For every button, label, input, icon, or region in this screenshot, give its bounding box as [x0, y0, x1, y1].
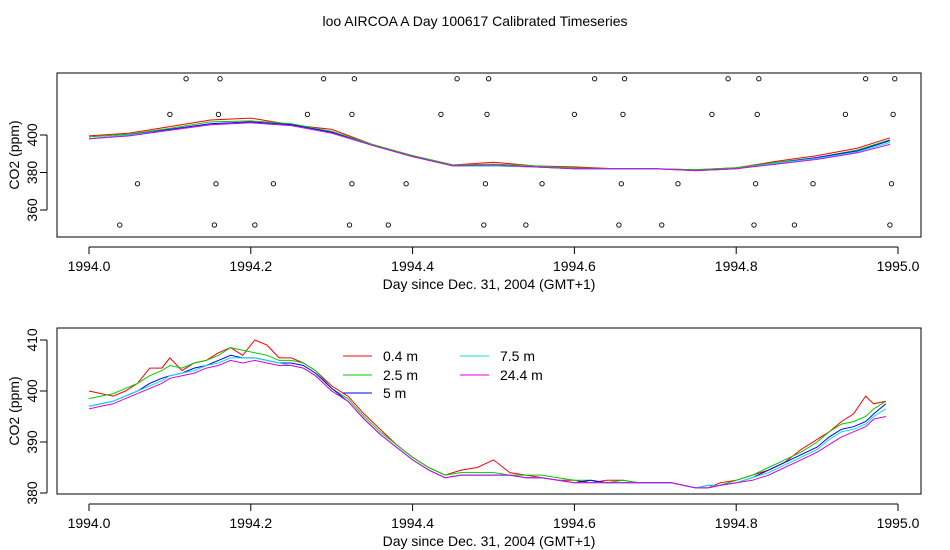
- scatter-point: [523, 222, 529, 228]
- scatter-point: [217, 76, 223, 82]
- scatter-point: [842, 111, 849, 118]
- bottom-series-line-2-5-m: [88, 347, 887, 489]
- scatter-point: [810, 181, 816, 187]
- scatter-point: [346, 222, 353, 228]
- scatter-point: [791, 222, 798, 228]
- scatter-point: [320, 76, 327, 82]
- bottom-x-tick-label: 1994.2: [229, 515, 272, 531]
- bottom-series-line-24-4-m: [88, 359, 887, 489]
- bottom-series-group: [88, 339, 887, 489]
- bottom-y-tick-label: 400: [24, 379, 40, 403]
- scatter-point: [616, 222, 622, 228]
- top-x-tick-label: 1994.2: [229, 258, 272, 274]
- legend-label-5-m: 5 m: [383, 385, 406, 401]
- scatter-point: [213, 181, 219, 187]
- scatter-point: [454, 76, 460, 82]
- scatter-point: [752, 181, 759, 187]
- top-series-line-24-4-m: [88, 122, 891, 172]
- legend-label-24-4-m: 24.4 m: [500, 367, 543, 383]
- scatter-point: [438, 111, 444, 118]
- scatter-point: [183, 76, 189, 82]
- top-series-group: [88, 117, 891, 172]
- scatter-point: [725, 76, 731, 82]
- bottom-plot-frame: [56, 327, 922, 495]
- top-panel: 1994.0 1994.2 1994.4 1994.6 1994.8 1995.0 360 3…: [6, 72, 922, 292]
- bottom-y-tick-label: 390: [24, 430, 40, 454]
- top-series-line-2-5-m: [88, 120, 891, 171]
- scatter-point: [485, 76, 492, 82]
- scatter-point: [890, 111, 896, 118]
- top-x-axis-label: Day since Dec. 31, 2004 (GMT+1): [383, 276, 596, 292]
- scatter-point: [351, 76, 358, 82]
- scatter-point: [754, 111, 760, 118]
- scatter-point: [862, 76, 869, 82]
- scatter-point: [270, 181, 277, 187]
- scatter-point: [887, 222, 893, 228]
- top-y-tick-label: 360: [24, 198, 40, 222]
- bottom-panel: 1994.0 1994.2 1994.4 1994.6 1994.8 1995.0 380 3…: [6, 327, 922, 549]
- top-scatter-points: [117, 76, 898, 228]
- top-x-tick-label: 1994.6: [553, 258, 596, 274]
- scatter-point: [167, 111, 173, 118]
- scatter-point: [621, 76, 628, 82]
- scatter-point: [385, 222, 391, 228]
- bottom-x-tick-label: 1994.0: [68, 515, 111, 531]
- scatter-point: [215, 111, 222, 118]
- scatter-point: [481, 222, 487, 228]
- scatter-point: [675, 181, 681, 187]
- bottom-x-axis-label: Day since Dec. 31, 2004 (GMT+1): [383, 533, 596, 549]
- scatter-point: [134, 181, 141, 187]
- bottom-series-line-0-4-m: [88, 339, 887, 489]
- scatter-point: [349, 181, 355, 187]
- scatter-point: [892, 76, 898, 82]
- scatter-point: [709, 111, 715, 118]
- top-axes: 1994.0 1994.2 1994.4 1994.6 1994.8 1995.0 360 3…: [24, 123, 920, 274]
- page-title: loo AIRCOA A Day 100617 Calibrated Times…: [322, 13, 627, 29]
- top-x-tick-label: 1994.0: [68, 258, 111, 274]
- scatter-point: [484, 111, 490, 118]
- bottom-x-tick-label: 1995.0: [877, 515, 920, 531]
- top-plot-frame: [56, 72, 922, 238]
- scatter-point: [482, 181, 489, 187]
- scatter-point: [304, 111, 311, 118]
- top-series-line-0-4-m: [88, 117, 891, 171]
- legend: 0.4 m 2.5 m 5 m 7.5 m 24.4 m: [343, 348, 543, 401]
- scatter-point: [539, 181, 545, 187]
- legend-label-7-5-m: 7.5 m: [500, 348, 535, 364]
- top-x-tick-label: 1994.8: [715, 258, 758, 274]
- top-x-tick-label: 1994.4: [391, 258, 434, 274]
- scatter-point: [571, 111, 578, 118]
- scatter-point: [403, 181, 409, 187]
- bottom-y-tick-label: 410: [24, 328, 40, 352]
- scatter-point: [349, 111, 355, 118]
- bottom-x-tick-label: 1994.4: [391, 515, 434, 531]
- scatter-point: [618, 181, 624, 187]
- bottom-y-axis-label: CO2 (ppm): [6, 376, 22, 445]
- bottom-y-tick-label: 380: [24, 481, 40, 505]
- legend-label-0-4-m: 0.4 m: [383, 348, 418, 364]
- scatter-point: [756, 76, 762, 82]
- bottom-axes: 1994.0 1994.2 1994.4 1994.6 1994.8 1995.0 380 3…: [24, 328, 920, 531]
- legend-label-2-5-m: 2.5 m: [383, 367, 418, 383]
- top-y-axis-label: CO2 (ppm): [6, 120, 22, 189]
- scatter-point: [751, 222, 757, 228]
- bottom-x-tick-label: 1994.6: [553, 515, 596, 531]
- scatter-point: [659, 222, 665, 228]
- scatter-point: [591, 76, 598, 82]
- top-y-tick-label: 400: [24, 123, 40, 147]
- top-y-tick-label: 380: [24, 161, 40, 185]
- scatter-point: [252, 222, 258, 228]
- scatter-point: [211, 222, 218, 228]
- top-x-tick-label: 1995.0: [877, 258, 920, 274]
- bottom-x-tick-label: 1994.8: [715, 515, 758, 531]
- scatter-point: [620, 111, 626, 118]
- scatter-point: [117, 222, 123, 228]
- scatter-point: [888, 181, 895, 187]
